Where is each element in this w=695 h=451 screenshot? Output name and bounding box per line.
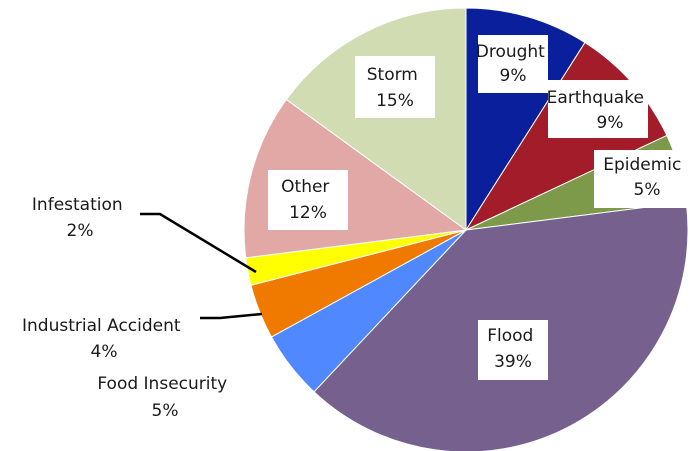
leader-line-industrial-accident — [200, 312, 263, 320]
slice-label-storm: Storm 15% — [367, 65, 424, 111]
label-box-earthquake — [548, 80, 648, 138]
leader-line-infestation — [140, 212, 257, 274]
label-box-epidemic — [594, 150, 694, 208]
label-box-drought — [478, 35, 548, 93]
label-box-storm — [355, 56, 435, 118]
slice-label-other: Other 12% — [281, 177, 335, 223]
slice-label-food-insecurity: Food Insecurity 5% — [97, 374, 232, 421]
label-box-flood — [478, 320, 548, 380]
label-box-other — [268, 170, 348, 230]
slice-label-drought: Drought 9% — [476, 42, 551, 86]
slice-label-earthquake: Earthquake 9% — [547, 88, 650, 133]
slice-label-industrial-accident: Industrial Accident 4% — [22, 316, 186, 362]
slice-label-infestation: Infestation 2% — [32, 195, 128, 241]
slice-label-epidemic: Epidemic 5% — [603, 155, 687, 200]
slice-label-flood: Flood 39% — [487, 326, 539, 372]
